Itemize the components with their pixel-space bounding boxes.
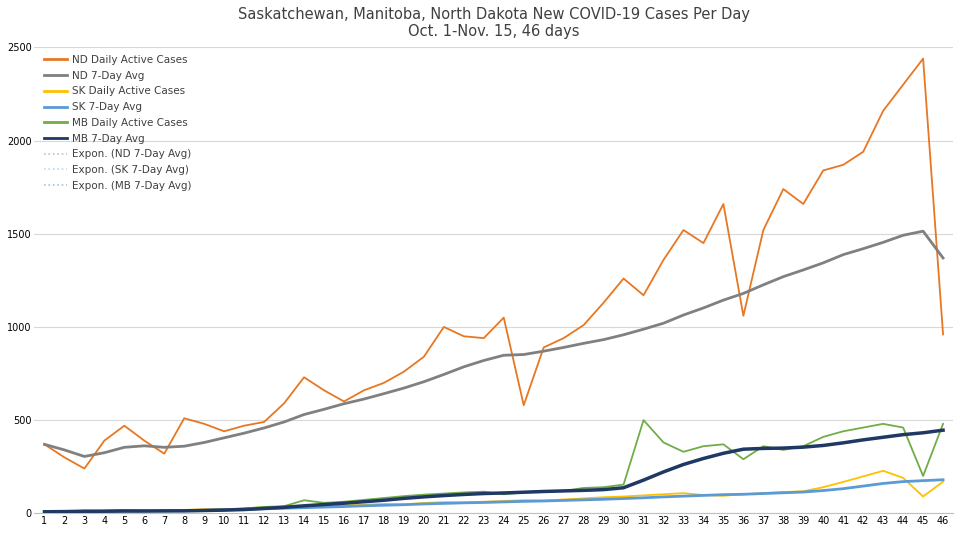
Legend: ND Daily Active Cases, ND 7-Day Avg, SK Daily Active Cases, SK 7-Day Avg, MB Dai: ND Daily Active Cases, ND 7-Day Avg, SK …	[44, 55, 192, 191]
Title: Saskatchewan, Manitoba, North Dakota New COVID-19 Cases Per Day
Oct. 1-Nov. 15, : Saskatchewan, Manitoba, North Dakota New…	[238, 7, 750, 39]
